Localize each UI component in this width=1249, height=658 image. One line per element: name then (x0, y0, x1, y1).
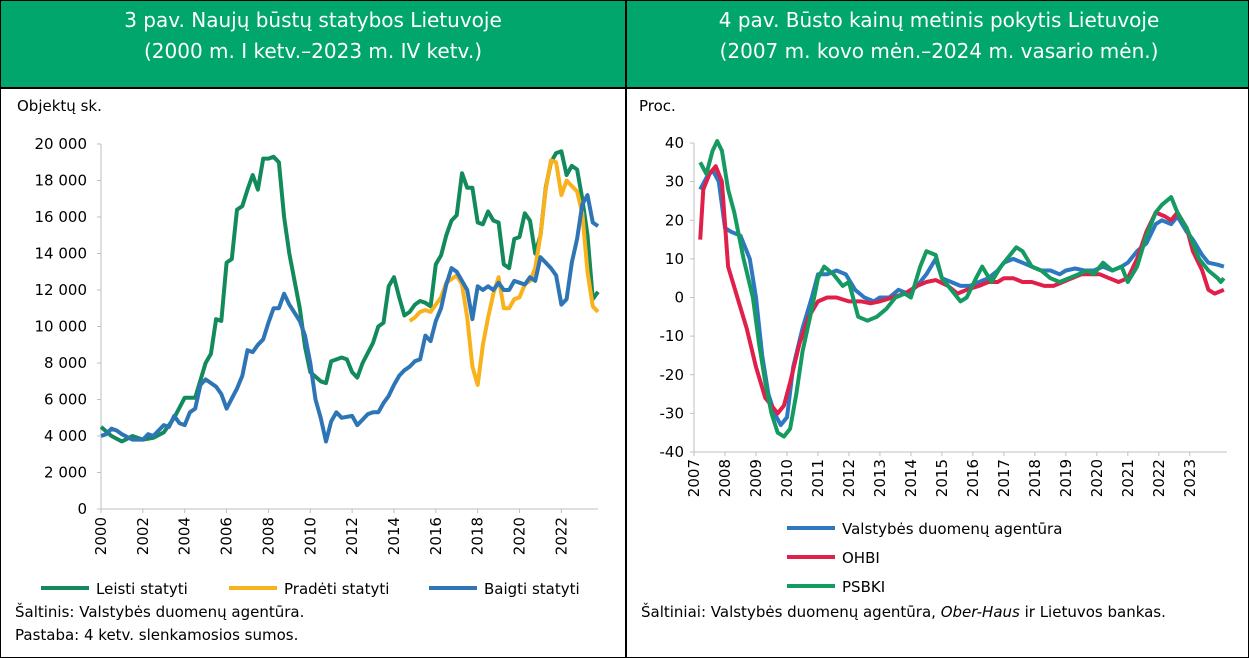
x-tick-label: 2012 (343, 517, 361, 555)
y-tick-label: -30 (660, 404, 685, 422)
chart: Proc. -40 -30 -20 -10 0 10 20 30 40 2007 2008 2009 20… (639, 97, 1227, 596)
source-text: Ober-Haus (940, 603, 1020, 621)
y-tick-label: 0 (77, 500, 87, 518)
x-tick-label: 2016 (427, 517, 445, 555)
divider (625, 1, 627, 657)
x-tick-label: 2018 (469, 517, 487, 555)
x-tick-label: 2018 (1026, 459, 1044, 497)
legend-label: Leisti statyti (96, 580, 188, 598)
series-line (698, 164, 1225, 416)
y-tick-label: 12 000 (35, 281, 88, 299)
subtitle: (2000 m. I ketv.–2023 m. IV ketv.) (143, 39, 483, 63)
y-tick-label: 18 000 (35, 172, 88, 190)
x-tick-label: 2008 (716, 459, 734, 497)
y-tick-label: 20 (665, 211, 684, 229)
y-tick-label: 40 (665, 134, 684, 152)
series-line (698, 168, 1225, 427)
legend-label: PSBKI (842, 578, 885, 596)
y-tick-label: 0 (674, 289, 684, 307)
x-tick-label: 2006 (218, 517, 236, 555)
legend-label: Valstybės duomenų agentūra (842, 520, 1062, 538)
title: 4 pav. Būsto kainų metinis pokytis Lietu… (718, 8, 1160, 32)
x-tick-label: 2021 (1119, 459, 1137, 497)
y-tick-label: 6 000 (44, 391, 87, 409)
x-tick-label: 2008 (259, 517, 277, 555)
source-text: Šaltinis: Valstybės duomenų agentūra. (15, 603, 305, 621)
subtitle: (2007 m. kovo mėn.–2024 m. vasario mėn.) (719, 39, 1159, 63)
y-tick-label: 2 000 (44, 464, 87, 482)
source-block: Šaltiniai: Valstybės duomenų agentūra, O… (641, 601, 1241, 624)
x-tick-label: 2013 (871, 459, 889, 497)
legend-label: Pradėti statyti (284, 580, 389, 598)
x-tick-label: 2015 (933, 459, 951, 497)
panel-header: 4 pav. Būsto kainų metinis pokytis Lietu… (627, 1, 1248, 89)
source: Šaltinis: Valstybės duomenų agentūra. (15, 601, 615, 624)
y-tick-label: -40 (660, 443, 685, 461)
x-tick-label: 2007 (685, 459, 703, 497)
legend-label: Baigti statyti (484, 580, 580, 598)
y-tick-label: 10 000 (35, 318, 88, 336)
x-tick-label: 2022 (552, 517, 570, 555)
x-tick-label: 2017 (995, 459, 1013, 497)
y-tick-label: 8 000 (44, 354, 87, 372)
y-tick-label: 30 (665, 173, 684, 191)
y-tick-label: 20 000 (35, 135, 88, 153)
x-tick-label: 2011 (809, 459, 827, 497)
x-tick-label: 2016 (964, 459, 982, 497)
x-tick-label: 2022 (1150, 459, 1168, 497)
note: Pastaba: 4 ketv. slenkamosios sumos. (15, 626, 299, 644)
x-tick-label: 2010 (301, 517, 319, 555)
panel-header: 3 pav. Naujų būstų statybos Lietuvoje (20… (1, 1, 625, 89)
x-tick-label: 2019 (1057, 459, 1075, 497)
y-axis-label: Proc. (639, 97, 676, 115)
y-tick-label: -10 (660, 327, 685, 345)
legend-label: OHBI (842, 549, 880, 567)
x-tick-label: 2020 (1088, 459, 1106, 497)
series-line (408, 158, 600, 387)
y-tick-label: 4 000 (44, 427, 87, 445)
y-axis-label: Objektų sk. (17, 97, 102, 115)
x-tick-label: 2009 (747, 459, 765, 497)
source-block: Šaltinis: Valstybės duomenų agentūra. Pas… (15, 601, 615, 647)
series-line (698, 139, 1226, 439)
panel: 3 pav. Naujų būstų statybos Lietuvoje (20… (1, 1, 625, 657)
source-text: ir Lietuvos bankas. (1019, 603, 1166, 621)
x-tick-label: 2014 (385, 517, 403, 555)
x-tick-label: 2012 (840, 459, 858, 497)
x-tick-label: 2014 (902, 459, 920, 497)
x-tick-label: 2020 (511, 517, 529, 555)
title: 3 pav. Naujų būstų statybos Lietuvoje (124, 8, 502, 32)
y-tick-label: 16 000 (35, 208, 88, 226)
chart: Objektų sk. 0 2 000 4 000 6 000 8 000 10 000 12… (17, 97, 600, 598)
x-tick-label: 2000 (92, 517, 110, 555)
y-tick-label: -20 (660, 366, 685, 384)
x-tick-label: 2002 (134, 517, 152, 555)
x-tick-label: 2023 (1181, 459, 1199, 497)
source-text: Šaltiniai: Valstybės duomenų agentūra, (641, 603, 941, 621)
panel: 4 pav. Būsto kainų metinis pokytis Lietu… (627, 1, 1248, 657)
y-tick-label: 10 (665, 250, 684, 268)
y-tick-label: 14 000 (35, 245, 88, 263)
series-line (99, 149, 600, 444)
x-tick-label: 2010 (778, 459, 796, 497)
series-line (100, 193, 600, 444)
x-tick-label: 2004 (176, 517, 194, 555)
